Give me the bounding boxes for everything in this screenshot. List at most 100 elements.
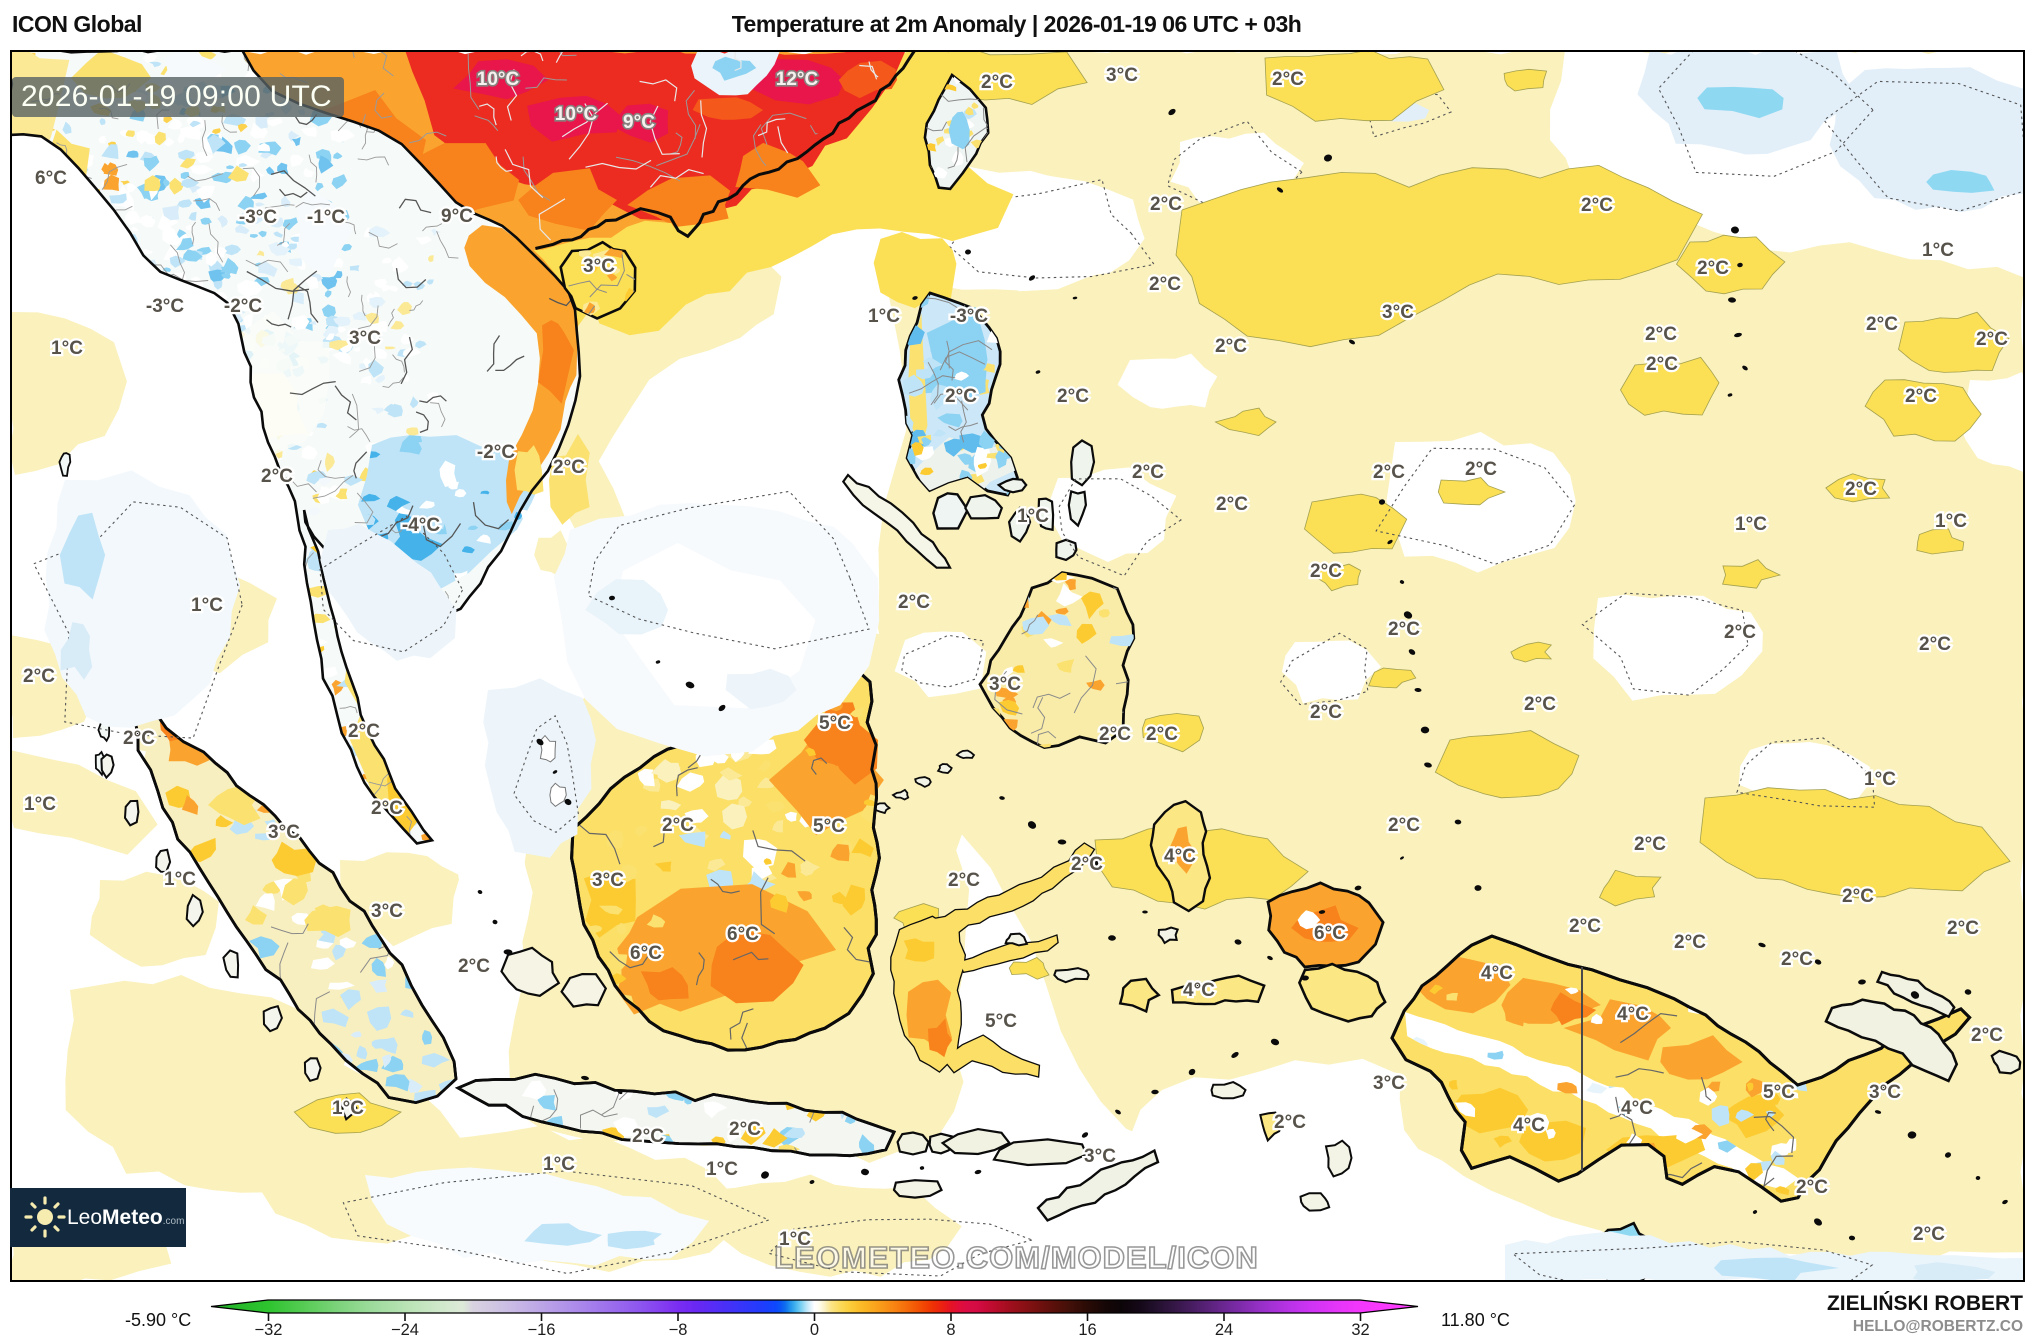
svg-text:2°C: 2°C xyxy=(553,457,585,478)
svg-text:2°C: 2°C xyxy=(1842,886,1874,907)
svg-text:2°C: 2°C xyxy=(1697,258,1729,279)
svg-text:1°C: 1°C xyxy=(191,595,223,616)
svg-text:-3°C: -3°C xyxy=(146,296,184,317)
svg-text:-3°C: -3°C xyxy=(950,306,988,327)
svg-text:2°C: 2°C xyxy=(261,466,293,487)
svg-text:4°C: 4°C xyxy=(1617,1004,1649,1025)
svg-text:1°C: 1°C xyxy=(24,794,56,815)
svg-text:2°C: 2°C xyxy=(948,870,980,891)
svg-text:2°C: 2°C xyxy=(23,666,55,687)
svg-text:4°C: 4°C xyxy=(1481,963,1513,984)
svg-text:2°C: 2°C xyxy=(1216,494,1248,515)
svg-text:2°C: 2°C xyxy=(1310,561,1342,582)
svg-text:2°C: 2°C xyxy=(1905,386,1937,407)
svg-text:2°C: 2°C xyxy=(1724,622,1756,643)
svg-text:9°C: 9°C xyxy=(441,206,473,227)
svg-text:6°C: 6°C xyxy=(727,924,759,945)
svg-text:9°C: 9°C xyxy=(623,112,655,133)
svg-text:2°C: 2°C xyxy=(1796,1177,1828,1198)
svg-text:2°C: 2°C xyxy=(945,386,977,407)
svg-text:5°C: 5°C xyxy=(813,816,845,837)
svg-text:2°C: 2°C xyxy=(1373,462,1405,483)
svg-text:2°C: 2°C xyxy=(1215,336,1247,357)
svg-text:3°C: 3°C xyxy=(989,674,1021,695)
svg-text:3°C: 3°C xyxy=(268,822,300,843)
svg-text:2°C: 2°C xyxy=(1866,314,1898,335)
svg-text:-2°C: -2°C xyxy=(477,442,515,463)
svg-text:2°C: 2°C xyxy=(632,1126,664,1147)
svg-text:2°C: 2°C xyxy=(1845,479,1877,500)
svg-text:3°C: 3°C xyxy=(1084,1146,1116,1167)
svg-text:2°C: 2°C xyxy=(1646,354,1678,375)
svg-text:1°C: 1°C xyxy=(51,338,83,359)
svg-text:1°C: 1°C xyxy=(1017,506,1049,527)
svg-text:2°C: 2°C xyxy=(348,721,380,742)
svg-text:3°C: 3°C xyxy=(1382,302,1414,323)
svg-text:3°C: 3°C xyxy=(371,901,403,922)
svg-text:2°C: 2°C xyxy=(371,798,403,819)
svg-text:3°C: 3°C xyxy=(1373,1073,1405,1094)
svg-text:2°C: 2°C xyxy=(1645,324,1677,345)
svg-text:1°C: 1°C xyxy=(1922,240,1954,261)
svg-text:10°C: 10°C xyxy=(477,69,520,90)
svg-text:2°C: 2°C xyxy=(1099,724,1131,745)
svg-text:-1°C: -1°C xyxy=(307,207,345,228)
svg-text:2°C: 2°C xyxy=(1465,459,1497,480)
svg-text:6°C: 6°C xyxy=(1314,923,1346,944)
svg-text:6°C: 6°C xyxy=(630,943,662,964)
svg-text:-4°C: -4°C xyxy=(402,515,440,536)
svg-text:2°C: 2°C xyxy=(1146,724,1178,745)
svg-text:2°C: 2°C xyxy=(1947,918,1979,939)
svg-text:2°C: 2°C xyxy=(1634,834,1666,855)
svg-text:1°C: 1°C xyxy=(1735,514,1767,535)
svg-text:-2°C: -2°C xyxy=(224,296,262,317)
svg-text:2°C: 2°C xyxy=(1057,386,1089,407)
svg-text:2°C: 2°C xyxy=(1149,274,1181,295)
svg-text:3°C: 3°C xyxy=(583,256,615,277)
svg-text:2°C: 2°C xyxy=(898,592,930,613)
svg-text:2°C: 2°C xyxy=(662,815,694,836)
svg-text:2°C: 2°C xyxy=(1388,815,1420,836)
svg-text:−16: −16 xyxy=(528,1321,556,1338)
svg-text:2°C: 2°C xyxy=(1310,702,1342,723)
svg-text:2°C: 2°C xyxy=(729,1119,761,1140)
svg-text:LeoMeteo.com: LeoMeteo.com xyxy=(67,1206,184,1229)
svg-text:24: 24 xyxy=(1215,1321,1233,1338)
svg-text:2°C: 2°C xyxy=(1274,1112,1306,1133)
svg-text:1°C: 1°C xyxy=(332,1098,364,1119)
svg-text:2°C: 2°C xyxy=(458,956,490,977)
svg-text:2°C: 2°C xyxy=(1272,69,1304,90)
svg-text:2°C: 2°C xyxy=(1150,194,1182,215)
svg-text:2°C: 2°C xyxy=(1971,1025,2003,1046)
svg-text:−24: −24 xyxy=(391,1321,419,1338)
svg-text:2°C: 2°C xyxy=(1919,634,1951,655)
svg-text:12°C: 12°C xyxy=(776,69,819,90)
svg-text:2°C: 2°C xyxy=(1071,854,1103,875)
svg-text:1°C: 1°C xyxy=(868,306,900,327)
svg-text:4°C: 4°C xyxy=(1164,846,1196,867)
svg-text:3°C: 3°C xyxy=(349,328,381,349)
svg-text:3°C: 3°C xyxy=(592,870,624,891)
svg-text:−8: −8 xyxy=(669,1321,688,1338)
svg-text:2°C: 2°C xyxy=(1976,329,2008,350)
svg-text:32: 32 xyxy=(1351,1321,1369,1338)
svg-text:1°C: 1°C xyxy=(1935,511,1967,532)
svg-text:1°C: 1°C xyxy=(164,869,196,890)
svg-text:5°C: 5°C xyxy=(819,713,851,734)
svg-text:4°C: 4°C xyxy=(1183,980,1215,1001)
svg-text:10°C: 10°C xyxy=(555,104,598,125)
svg-text:2°C: 2°C xyxy=(123,728,155,749)
svg-text:8: 8 xyxy=(946,1321,955,1338)
svg-text:2°C: 2°C xyxy=(1569,916,1601,937)
svg-text:4°C: 4°C xyxy=(1513,1115,1545,1136)
svg-text:1°C: 1°C xyxy=(706,1159,738,1180)
svg-text:2°C: 2°C xyxy=(1132,462,1164,483)
svg-text:16: 16 xyxy=(1078,1321,1096,1338)
svg-text:2°C: 2°C xyxy=(1524,694,1556,715)
svg-text:2°C: 2°C xyxy=(1913,1224,1945,1245)
svg-text:3°C: 3°C xyxy=(1869,1082,1901,1103)
svg-text:1°C: 1°C xyxy=(779,1229,811,1250)
svg-text:0: 0 xyxy=(810,1321,819,1338)
svg-text:1°C: 1°C xyxy=(543,1154,575,1175)
svg-text:2°C: 2°C xyxy=(1674,932,1706,953)
